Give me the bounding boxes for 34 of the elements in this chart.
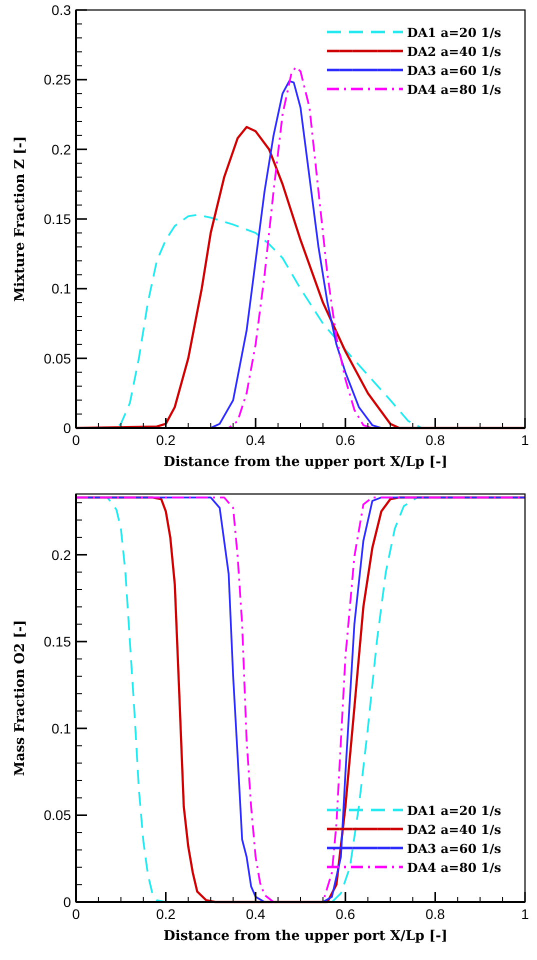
x-tick-label: 0.4	[246, 906, 266, 922]
y-tick-label: 0.2	[52, 141, 72, 158]
x-tick-label: 0.2	[156, 906, 176, 922]
x-tick-label: 0.4	[246, 432, 266, 448]
x-tick-label: 0.6	[336, 906, 356, 922]
legend-label: DA1 a=20 1/s	[407, 803, 502, 818]
x-tick-label: 0.2	[156, 432, 176, 448]
y-tick-label: 0.2	[52, 546, 72, 563]
x-tick-label: 1	[521, 906, 530, 922]
x-tick-label: 0.8	[425, 906, 446, 922]
y-tick-label: 0.15	[44, 211, 72, 227]
legend-label: DA2 a=40 1/s	[407, 822, 502, 837]
y-tick-label: 0.3	[52, 2, 72, 18]
legend-label: DA3 a=60 1/s	[407, 841, 502, 856]
y-tick-label: 0.1	[52, 720, 72, 736]
legend-label: DA3 a=60 1/s	[407, 63, 502, 78]
y-tick-label: 0.25	[44, 72, 72, 88]
y-tick-label: 0.05	[44, 807, 72, 824]
legend-label: DA4 a=80 1/s	[407, 860, 502, 875]
x-axis-title: Distance from the upper port X/Lp [-]	[164, 454, 448, 470]
y-tick-label: 0.15	[44, 634, 72, 650]
x-tick-label: 1	[521, 432, 530, 448]
x-axis-title: Distance from the upper port X/Lp [-]	[164, 928, 448, 944]
x-tick-label: 0.8	[425, 432, 446, 448]
legend-label: DA1 a=20 1/s	[407, 25, 502, 40]
y-axis-title: Mixture Fraction Z [-]	[12, 136, 28, 302]
y-tick-label: 0.1	[52, 280, 72, 297]
x-tick-label: 0.6	[336, 432, 356, 448]
legend-label: DA2 a=40 1/s	[407, 44, 502, 59]
y-axis-title: Mass Fraction O2 [-]	[12, 620, 28, 776]
y-tick-label: 0	[63, 420, 72, 436]
y-tick-label: 0	[63, 894, 72, 910]
legend-label: DA4 a=80 1/s	[407, 82, 502, 97]
y-tick-label: 0.05	[44, 350, 72, 366]
